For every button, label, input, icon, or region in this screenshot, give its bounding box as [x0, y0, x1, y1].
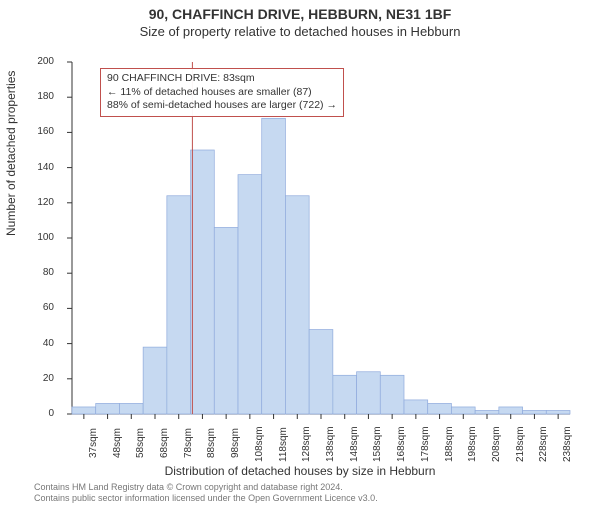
histogram-bar: [167, 196, 191, 414]
histogram-bar: [214, 227, 238, 414]
y-tick-label: 180: [24, 91, 54, 102]
histogram-bar: [499, 407, 523, 414]
x-tick-label: 198sqm: [467, 428, 478, 462]
x-tick-label: 148sqm: [349, 428, 360, 462]
x-tick-label: 178sqm: [420, 428, 431, 462]
x-tick-label: 228sqm: [538, 428, 549, 462]
x-tick-label: 238sqm: [562, 428, 573, 462]
y-tick-label: 100: [24, 232, 54, 243]
x-tick-label: 108sqm: [254, 428, 265, 462]
histogram-bar: [238, 175, 262, 414]
x-tick-label: 48sqm: [112, 428, 123, 462]
x-tick-label: 158sqm: [372, 428, 383, 462]
y-tick-label: 60: [24, 302, 54, 313]
x-axis-caption: Distribution of detached houses by size …: [0, 464, 600, 478]
y-tick-label: 20: [24, 373, 54, 384]
y-tick-label: 120: [24, 197, 54, 208]
histogram-bar: [143, 347, 167, 414]
histogram-bar: [333, 375, 357, 414]
footer-line-1: Contains HM Land Registry data © Crown c…: [34, 482, 378, 493]
histogram-bar: [262, 118, 286, 414]
footer-attribution: Contains HM Land Registry data © Crown c…: [34, 482, 378, 504]
x-tick-label: 37sqm: [88, 428, 99, 462]
chart-container: 90, CHAFFINCH DRIVE, HEBBURN, NE31 1BF S…: [0, 6, 600, 506]
histogram-bar: [96, 403, 120, 414]
histogram-bar: [475, 410, 499, 414]
y-tick-label: 0: [24, 408, 54, 419]
y-tick-label: 80: [24, 267, 54, 278]
x-tick-label: 138sqm: [325, 428, 336, 462]
histogram-bar: [546, 410, 570, 414]
x-tick-label: 78sqm: [183, 428, 194, 462]
annotation-line-3: 88% of semi-detached houses are larger (…: [107, 99, 337, 113]
chart-title-address: 90, CHAFFINCH DRIVE, HEBBURN, NE31 1BF: [0, 6, 600, 22]
x-tick-label: 58sqm: [135, 428, 146, 462]
x-tick-label: 68sqm: [159, 428, 170, 462]
histogram-bar: [72, 407, 96, 414]
chart-subtitle: Size of property relative to detached ho…: [0, 24, 600, 39]
histogram-bar: [380, 375, 404, 414]
y-tick-label: 160: [24, 126, 54, 137]
histogram-bar: [285, 196, 309, 414]
histogram-bar: [119, 403, 143, 414]
histogram-bar: [404, 400, 428, 414]
x-tick-label: 168sqm: [396, 428, 407, 462]
x-tick-label: 188sqm: [444, 428, 455, 462]
x-tick-label: 128sqm: [301, 428, 312, 462]
x-tick-label: 218sqm: [515, 428, 526, 462]
footer-line-2: Contains public sector information licen…: [34, 493, 378, 504]
histogram-bar: [451, 407, 475, 414]
y-tick-label: 200: [24, 56, 54, 67]
histogram-bar: [523, 410, 547, 414]
histogram-bar: [428, 403, 452, 414]
x-tick-label: 88sqm: [206, 428, 217, 462]
x-tick-label: 118sqm: [278, 428, 289, 462]
histogram-bar: [309, 330, 333, 414]
annotation-box: 90 CHAFFINCH DRIVE: 83sqm ← 11% of detac…: [100, 68, 344, 117]
x-tick-label: 208sqm: [491, 428, 502, 462]
y-tick-label: 140: [24, 162, 54, 173]
x-tick-label: 98sqm: [230, 428, 241, 462]
annotation-line-2: ← 11% of detached houses are smaller (87…: [107, 86, 337, 100]
histogram-bar: [191, 150, 215, 414]
y-tick-label: 40: [24, 338, 54, 349]
histogram-bar: [357, 372, 381, 414]
y-axis-label: Number of detached properties: [4, 71, 18, 236]
annotation-line-1: 90 CHAFFINCH DRIVE: 83sqm: [107, 72, 337, 86]
